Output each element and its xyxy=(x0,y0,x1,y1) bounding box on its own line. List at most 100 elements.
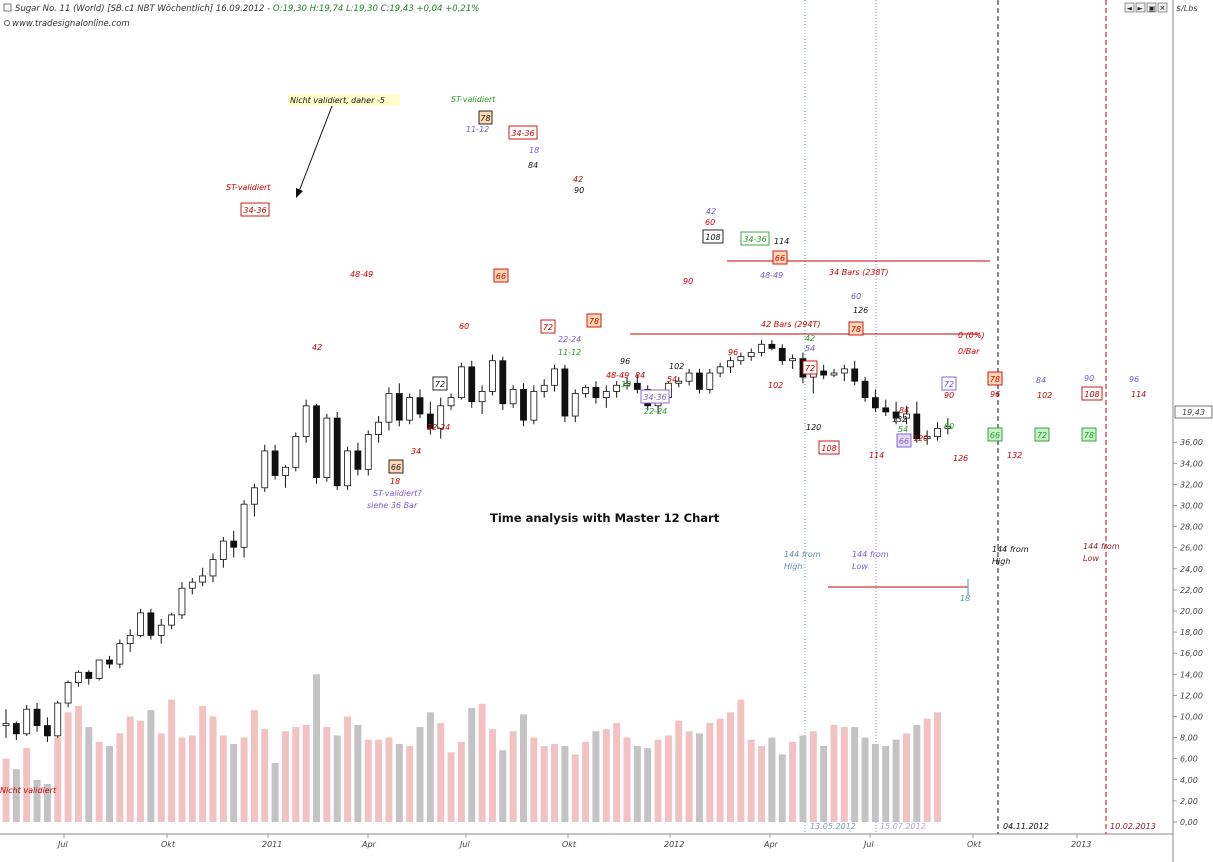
price-unit-label: $/Lbs xyxy=(1176,4,1198,13)
annotation-label: 42 xyxy=(312,343,322,352)
annotation-label: 126 xyxy=(953,454,968,463)
volume-bar xyxy=(199,705,207,822)
candle-body xyxy=(944,425,952,429)
volume-bar xyxy=(468,708,476,822)
time-tick-label: Okt xyxy=(161,840,176,849)
count-box-label: 66 xyxy=(496,272,506,281)
volume-bar xyxy=(12,769,20,822)
volume-bar xyxy=(168,699,176,822)
candle-body xyxy=(85,671,93,679)
count-box xyxy=(432,376,448,391)
count-box-label: 66 xyxy=(391,463,401,472)
candle-body xyxy=(282,466,289,476)
volume-bar xyxy=(426,712,434,822)
annotation-label: 34 xyxy=(411,447,421,456)
date-label: 10.02.2013 xyxy=(1110,822,1156,831)
candle-body xyxy=(437,405,445,429)
volume-bar xyxy=(385,737,393,822)
candle-body xyxy=(685,372,693,382)
price-tick-label: 32,00 xyxy=(1180,480,1203,489)
candle-body xyxy=(75,671,82,683)
volume-bar xyxy=(375,739,383,822)
candle-body xyxy=(240,503,248,548)
time-tick-label: Jul xyxy=(56,840,68,849)
candle-body xyxy=(250,487,258,505)
volume-bar xyxy=(33,779,41,822)
volume-bar xyxy=(157,733,165,822)
count-box xyxy=(508,125,538,140)
annotation-label: 11-12 xyxy=(466,125,489,134)
count-box xyxy=(896,433,912,448)
candle-body xyxy=(292,436,300,468)
time-tick-label: Okt xyxy=(562,840,577,849)
candle-body xyxy=(820,370,828,376)
candle-body xyxy=(778,347,786,362)
volume-bar xyxy=(292,727,300,822)
volume-bar xyxy=(685,731,693,822)
candle-body xyxy=(2,723,10,726)
volume-bar xyxy=(592,731,600,822)
volume-bar xyxy=(2,758,10,822)
count-box-label: 66 xyxy=(899,437,909,446)
window-control-button[interactable] xyxy=(1135,2,1146,13)
volume-bar xyxy=(654,739,662,822)
volume-bar xyxy=(902,733,910,822)
count-box xyxy=(586,313,602,328)
current-price-tag xyxy=(1174,405,1213,419)
candle-body xyxy=(602,391,610,399)
candle-body xyxy=(199,575,207,583)
count-box-label: 34-36 xyxy=(643,393,666,402)
count-box xyxy=(848,321,864,336)
candle-body xyxy=(302,405,310,437)
annotation-label: Nicht validiert xyxy=(0,786,57,795)
volume-bar xyxy=(364,739,372,822)
volume-bar xyxy=(727,712,734,822)
volume-bar xyxy=(406,746,414,822)
price-tick-label: 6,00 xyxy=(1180,755,1198,764)
candle-body xyxy=(934,427,941,437)
window-control-button[interactable] xyxy=(1157,2,1168,13)
candle-body xyxy=(851,368,859,382)
candle-body xyxy=(126,635,134,645)
candle-body xyxy=(354,450,362,470)
count-box xyxy=(987,371,1003,386)
price-tick-label: 28,00 xyxy=(1180,523,1203,532)
volume-bar xyxy=(768,737,776,822)
count-box xyxy=(388,459,404,474)
count-box xyxy=(240,202,270,217)
annotation-label: 60 xyxy=(705,218,715,227)
volume-bar xyxy=(871,743,879,822)
volume-bar xyxy=(799,735,807,822)
candle-body xyxy=(509,388,517,405)
volume-bar xyxy=(106,746,113,822)
annotation-label: 11-12 xyxy=(558,348,581,357)
annotation-note-bg xyxy=(288,94,400,106)
count-box-label: 108 xyxy=(821,444,836,453)
count-box-label: 78 xyxy=(589,317,599,326)
volume-bar xyxy=(261,729,269,822)
price-tick-label: 26,00 xyxy=(1180,544,1203,553)
volume-bar xyxy=(675,720,683,822)
annotation-label: 60 xyxy=(851,292,861,301)
volume-bar xyxy=(344,716,352,822)
price-tick-label: 10,00 xyxy=(1180,713,1203,722)
price-tick-label: 8,00 xyxy=(1180,734,1198,743)
price-candles xyxy=(2,340,952,742)
annotation-label: 114 xyxy=(1131,390,1146,399)
candle-body xyxy=(426,413,434,429)
candle-body xyxy=(230,540,238,548)
annotation-label: 42 xyxy=(706,207,716,216)
price-tick-label: 30,00 xyxy=(1180,502,1203,511)
volume-bar xyxy=(840,727,848,822)
annotation-label: 18 xyxy=(960,594,970,603)
volume-bar xyxy=(478,703,486,822)
candle-body xyxy=(830,372,838,376)
chart-menu-icon[interactable] xyxy=(3,3,12,12)
candle-body xyxy=(499,360,507,405)
candle-body xyxy=(44,725,51,737)
window-control-button[interactable] xyxy=(1124,2,1135,13)
candle-body xyxy=(344,450,351,487)
window-control-button[interactable] xyxy=(1146,2,1157,13)
annotation-label: 54 xyxy=(898,425,908,434)
